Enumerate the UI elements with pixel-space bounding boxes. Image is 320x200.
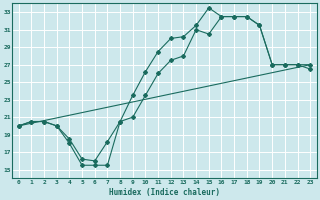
X-axis label: Humidex (Indice chaleur): Humidex (Indice chaleur) [109,188,220,197]
